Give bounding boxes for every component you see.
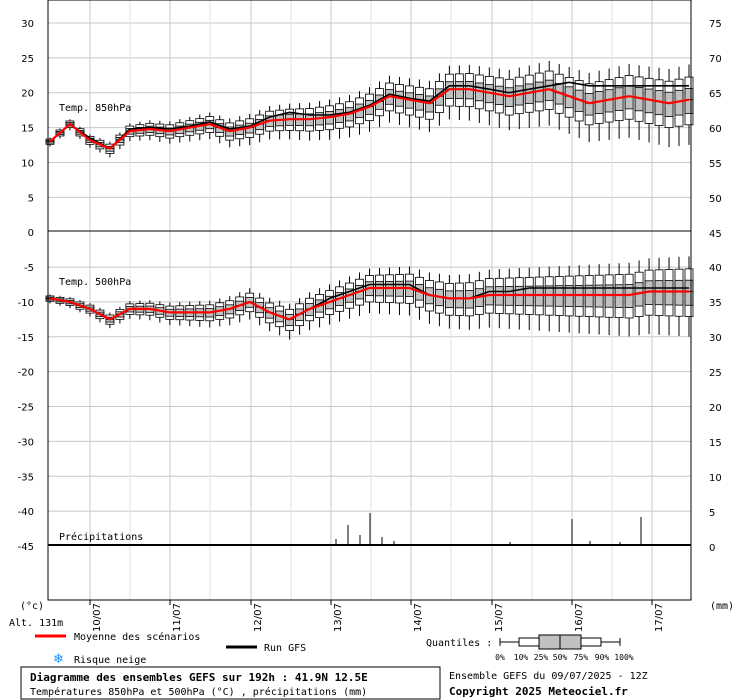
chart-subtitle: Températures 850hPa et 500hPa (°C) , pré… [30, 686, 367, 698]
y-right-top-tick: 55 [709, 159, 722, 170]
y-right-top-tick: 60 [709, 124, 722, 135]
unit-left: (°c) [20, 601, 44, 612]
x-date-label: 11/07 [172, 603, 183, 632]
y-left-tick: 15 [21, 124, 34, 135]
quantiles-label: Quantiles : [426, 638, 492, 649]
x-date-label: 16/07 [574, 603, 585, 632]
x-date-label: 17/07 [654, 603, 665, 632]
t500-box [664, 280, 674, 306]
plot-frame [47, 0, 692, 601]
t850-boxes [45, 60, 694, 158]
x-date-label: 13/07 [333, 603, 344, 632]
y-left-tick: -45 [18, 542, 34, 553]
quantile-values: 0% 10% 25% 50% 75% 90% 100% [495, 653, 634, 662]
y-left-tick: 10 [21, 158, 34, 169]
series-lines [49, 81, 690, 321]
quantile-value: 25% [534, 653, 549, 662]
y-left-tick: -10 [18, 298, 34, 309]
tick-labels: 302520151050-5-10-15-20-25-30-35-40-4575… [18, 19, 722, 632]
y-left-tick: -30 [18, 437, 34, 448]
label-t850: Temp. 850hPa [59, 103, 131, 114]
label-t500: Temp. 500hPa [59, 277, 131, 288]
y-right-bottom-tick: 15 [709, 438, 722, 449]
x-date-label: 15/07 [494, 603, 505, 632]
run-label: Ensemble GEFS du 09/07/2025 - 12Z [449, 671, 648, 682]
y-right-bottom-tick: 10 [709, 473, 722, 484]
y-left-tick: 0 [28, 228, 34, 239]
t500-box [654, 280, 664, 306]
t500-mean-line [49, 286, 689, 321]
y-right-top-tick: 45 [709, 229, 722, 240]
y-right-bottom-tick: 30 [709, 333, 722, 344]
y-right-bottom-tick: 25 [709, 368, 722, 379]
y-right-top-tick: 70 [709, 54, 722, 65]
y-right-top-tick: 75 [709, 19, 722, 30]
copyright: Copyright 2025 Meteociel.fr [449, 685, 628, 698]
quantile-value: 0% [495, 653, 505, 662]
chart-title: Diagramme des ensembles GEFS sur 192h : … [30, 671, 368, 684]
x-date-label: 10/07 [92, 603, 103, 632]
y-right-top-tick: 65 [709, 89, 722, 100]
y-right-bottom-tick: 40 [709, 263, 722, 274]
y-right-bottom-tick: 20 [709, 403, 722, 414]
title-box [20, 666, 441, 700]
y-left-tick: -35 [18, 472, 34, 483]
y-left-tick: 20 [21, 89, 34, 100]
quantile-value: 90% [595, 653, 610, 662]
y-left-tick: 30 [21, 19, 34, 30]
quantile-value: 50% [553, 653, 568, 662]
quantile-value: 75% [574, 653, 589, 662]
y-right-bottom-tick: 5 [709, 508, 715, 519]
t850-gfs-line [49, 81, 689, 150]
y-right-bottom-tick: 0 [709, 543, 715, 554]
t500-boxes [45, 256, 694, 340]
legend-snow-label: Risque neige [74, 655, 146, 666]
t850-mean-line [49, 88, 690, 150]
quantile-legend-glyph [499, 634, 621, 650]
y-left-tick: -5 [24, 263, 34, 274]
t500-box [684, 279, 694, 306]
altitude-label: Alt. 131m [9, 618, 63, 629]
y-left-tick: 5 [28, 193, 34, 204]
y-left-tick: -40 [18, 507, 34, 518]
x-date-label: 14/07 [413, 603, 424, 632]
y-left-tick: -25 [18, 403, 34, 414]
y-left-tick: -20 [18, 368, 34, 379]
y-right-bottom-tick: 35 [709, 298, 722, 309]
legend-gfs-label: Run GFS [264, 643, 306, 654]
t850-box [664, 91, 674, 118]
quantile-value: 10% [514, 653, 529, 662]
label-precip: Précipitations [59, 531, 143, 543]
t500-box [674, 279, 684, 306]
y-left-tick: 25 [21, 54, 34, 65]
snowflake-icon: ❄ [53, 652, 64, 667]
y-right-top-tick: 50 [709, 194, 722, 205]
y-left-tick: -15 [18, 333, 34, 344]
x-date-label: 12/07 [253, 603, 264, 632]
t500-box [624, 284, 634, 309]
legend-mean-label: Moyenne des scénarios [74, 631, 200, 643]
unit-right: (mm) [710, 601, 734, 612]
quantile-value: 100% [614, 653, 633, 662]
